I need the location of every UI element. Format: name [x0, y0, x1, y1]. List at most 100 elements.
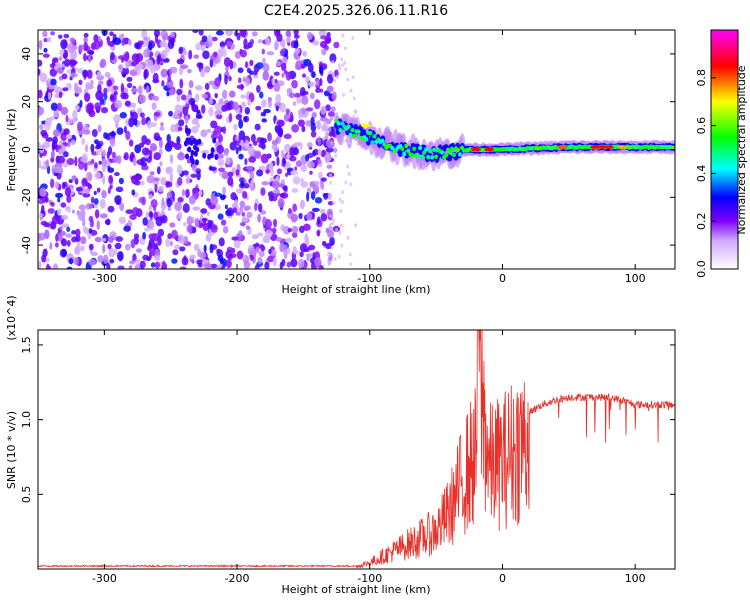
signal-blob: [424, 147, 429, 152]
noise-blob: [179, 246, 186, 252]
noise-blob: [179, 78, 184, 89]
noise-blob: [220, 194, 226, 201]
noise-blob: [319, 40, 328, 49]
noise-blob: [141, 30, 148, 39]
noise-blob: [239, 200, 246, 208]
noise-blob: [338, 230, 342, 235]
noise-blob: [255, 246, 260, 254]
noise-blob: [104, 71, 111, 78]
noise-blob: [276, 156, 280, 167]
noise-blob: [38, 106, 45, 116]
noise-blob: [299, 251, 304, 258]
noise-blob: [346, 77, 350, 82]
noise-blob: [176, 164, 183, 175]
x-tick-label: -300: [92, 572, 117, 585]
noise-blob: [314, 197, 323, 204]
noise-blob: [292, 245, 297, 255]
noise-blob: [156, 55, 161, 65]
noise-blob: [97, 124, 102, 133]
noise-blob: [215, 30, 224, 36]
noise-blob: [247, 98, 252, 106]
noise-blob: [300, 181, 309, 188]
noise-blob: [192, 137, 197, 144]
noise-blob: [177, 152, 186, 161]
noise-blob: [298, 212, 303, 220]
noise-blob: [214, 125, 222, 135]
top-y-axis-label: Frequency (Hz): [5, 109, 18, 192]
noise-blob: [160, 122, 164, 127]
noise-blob: [62, 52, 68, 59]
noise-blob: [143, 227, 151, 232]
noise-blob: [234, 51, 241, 59]
noise-blob: [52, 263, 59, 269]
noise-blob: [151, 102, 157, 111]
noise-blob: [236, 84, 245, 90]
noise-blob: [273, 71, 280, 76]
noise-blob: [218, 171, 223, 177]
noise-blob: [189, 254, 196, 259]
noise-blob: [306, 212, 313, 221]
signal-blob: [338, 128, 343, 133]
noise-blob: [276, 168, 283, 175]
noise-blob: [252, 74, 259, 79]
noise-blob: [330, 221, 334, 226]
noise-blob: [287, 247, 291, 255]
noise-blob: [66, 266, 73, 269]
noise-blob: [328, 225, 333, 231]
noise-blob: [264, 261, 270, 269]
noise-blob: [72, 109, 78, 119]
colorbar-label: Normalized spectral amplitude: [735, 65, 748, 234]
noise-blob: [49, 68, 58, 77]
y-tick-label: 20: [20, 95, 33, 109]
noise-blob: [88, 258, 97, 266]
noise-blob: [183, 221, 187, 227]
noise-blob: [38, 39, 43, 50]
noise-blob: [51, 58, 56, 68]
noise-blob: [117, 265, 125, 269]
noise-blob: [256, 84, 261, 93]
noise-blob: [161, 197, 165, 206]
noise-blob: [149, 220, 155, 230]
noise-blob: [103, 87, 108, 95]
noise-blob: [107, 86, 114, 92]
noise-blob: [235, 146, 239, 155]
noise-blob: [294, 47, 301, 55]
noise-blob: [294, 92, 302, 98]
noise-blob: [205, 233, 212, 243]
noise-blob: [265, 36, 271, 46]
noise-blob: [344, 180, 348, 185]
noise-blob: [280, 62, 287, 72]
noise-blob: [88, 203, 94, 209]
noise-blob: [158, 185, 164, 193]
noise-blob: [238, 230, 243, 237]
noise-blob: [71, 175, 77, 181]
noise-blob: [217, 157, 225, 167]
noise-blob: [257, 203, 263, 213]
noise-blob: [343, 60, 347, 65]
noise-blob: [214, 110, 223, 116]
noise-blob: [340, 223, 344, 228]
noise-blob: [330, 245, 334, 250]
noise-blob: [300, 164, 308, 172]
noise-blob: [182, 106, 189, 116]
noise-blob: [272, 189, 281, 194]
noise-blob: [115, 200, 121, 206]
noise-blob: [250, 133, 256, 143]
noise-blob: [242, 76, 246, 83]
noise-blob: [141, 196, 146, 206]
noise-blob: [290, 258, 298, 268]
noise-blob: [166, 79, 174, 89]
noise-blob: [332, 73, 336, 78]
noise-blob: [56, 67, 64, 74]
noise-blob: [237, 67, 244, 74]
noise-blob: [324, 155, 330, 164]
noise-blob: [100, 106, 109, 114]
noise-blob: [231, 167, 237, 174]
noise-blob: [153, 152, 161, 161]
noise-blob: [165, 181, 173, 188]
noise-blob: [204, 82, 210, 91]
noise-blob: [61, 248, 67, 257]
noise-blob: [295, 60, 303, 70]
noise-blob: [117, 251, 124, 261]
noise-blob: [298, 109, 302, 119]
